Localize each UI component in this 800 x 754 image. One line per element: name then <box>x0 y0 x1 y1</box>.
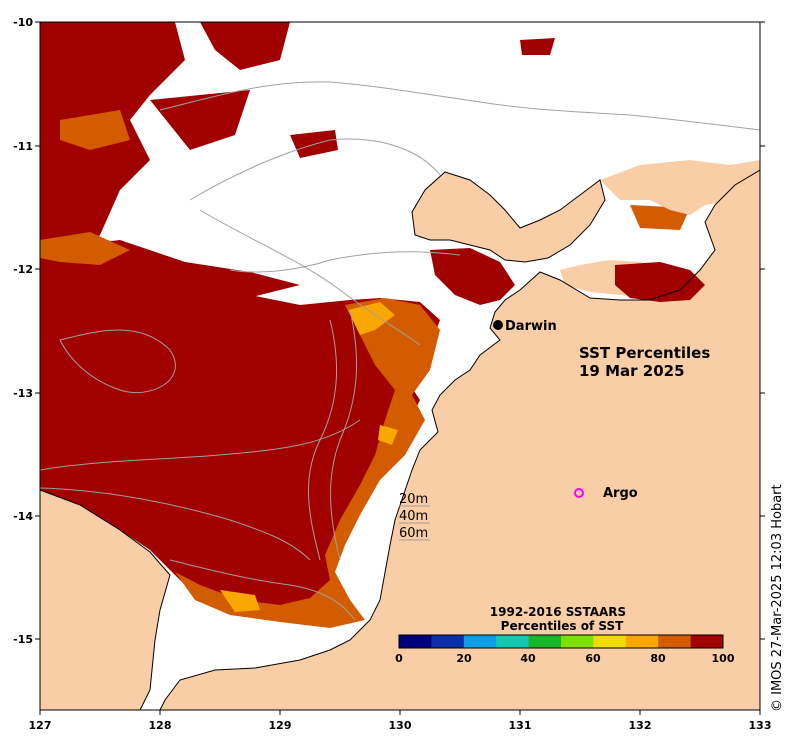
colorbar-swatch <box>528 635 562 648</box>
argo-marker <box>574 488 584 498</box>
argo-label: Argo <box>603 486 638 501</box>
map-title-line1: SST Percentiles <box>579 344 710 362</box>
colorbar-swatch <box>561 635 594 648</box>
colorbar-swatch <box>496 635 530 648</box>
y-tick-label: -14 <box>13 510 33 523</box>
depth-legend-20m: 20m <box>399 492 428 507</box>
colorbar: 1992-2016 SSTAARS Percentiles of SST 0 2… <box>395 605 735 665</box>
land-west-coast <box>40 490 170 710</box>
x-tick-label: 129 <box>269 719 292 732</box>
axis-ticks <box>35 21 765 715</box>
y-tick-label: -12 <box>13 263 33 276</box>
sst-patch-gulf <box>430 248 515 305</box>
colorbar-swatch <box>593 635 627 648</box>
colorbar-tick-label: 20 <box>456 652 472 665</box>
y-tick-label: -13 <box>13 387 33 400</box>
y-tick-label: -15 <box>13 633 33 646</box>
sst-patches-orange <box>40 110 690 265</box>
colorbar-swatch <box>431 635 465 648</box>
coastline <box>40 169 760 710</box>
colorbar-swatch <box>658 635 692 648</box>
map-title-line2: 19 Mar 2025 <box>579 362 685 380</box>
colorbar-tick-label: 0 <box>395 652 403 665</box>
colorbar-swatch <box>690 635 724 648</box>
colorbar-title-line1: 1992-2016 SSTAARS <box>490 605 626 619</box>
depth-contours <box>40 81 760 621</box>
x-tick-label: 133 <box>749 719 772 732</box>
x-tick-label: 130 <box>389 719 412 732</box>
y-tick-label: -10 <box>13 16 33 29</box>
sst-fringe-orange <box>175 298 440 628</box>
x-tick-label: 127 <box>29 719 52 732</box>
colorbar-tick-label: 100 <box>712 652 735 665</box>
depth-legend-40m: 40m <box>399 509 428 524</box>
colorbar-title-line2: Percentiles of SST <box>501 619 624 633</box>
colorbar-tick-label: 40 <box>520 652 536 665</box>
land-cobourg <box>412 172 605 262</box>
colorbar-swatch <box>399 635 432 648</box>
land-top-end <box>160 170 760 710</box>
colorbar-swatch <box>463 635 497 648</box>
credit-text: © IMOS 27-Mar-2025 12:03 Hobart <box>770 484 785 712</box>
colorbar-swatch <box>625 635 659 648</box>
x-tick-label: 132 <box>629 719 652 732</box>
sst-patch-east <box>615 262 705 302</box>
x-tick-label: 131 <box>509 719 532 732</box>
land-arnhem-north <box>600 160 760 215</box>
darwin-marker <box>493 320 503 330</box>
darwin-label: Darwin <box>505 319 557 334</box>
y-tick-label: -11 <box>13 140 33 153</box>
depth-legend-60m: 60m <box>399 526 428 541</box>
x-tick-label: 128 <box>149 719 172 732</box>
sst-warm-main <box>40 290 440 625</box>
depth-legend: 20m 40m 60m <box>399 492 430 541</box>
colorbar-tick-label: 60 <box>585 652 601 665</box>
colorbar-tick-label: 80 <box>650 652 666 665</box>
